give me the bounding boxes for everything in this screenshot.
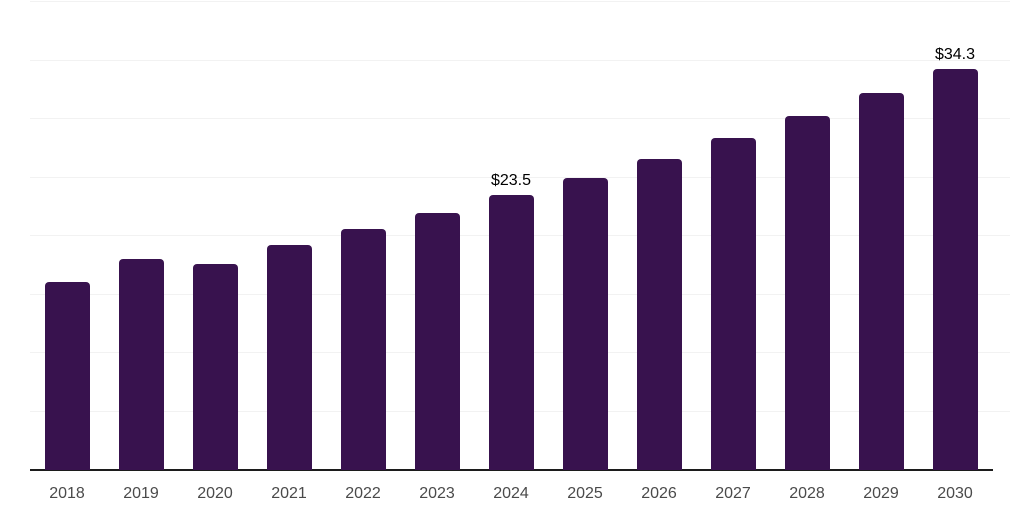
bar-2026 xyxy=(636,158,682,470)
x-tick-label-2029: 2029 xyxy=(863,485,899,502)
x-tick-label-2022: 2022 xyxy=(345,485,381,502)
x-tick-label-2018: 2018 xyxy=(49,485,85,502)
gridline xyxy=(30,59,1010,61)
data-label-2030: $34.3 xyxy=(934,45,976,63)
x-tick-label-2025: 2025 xyxy=(567,485,603,502)
bar-2019 xyxy=(118,259,164,470)
x-tick-label-2028: 2028 xyxy=(789,485,825,502)
x-tick-label-2030: 2030 xyxy=(937,485,973,502)
bar-2027 xyxy=(710,137,756,470)
x-tick-label-2026: 2026 xyxy=(641,485,677,502)
x-tick-label-2024: 2024 xyxy=(493,485,529,502)
bar-2018 xyxy=(44,281,90,470)
bar-2030 xyxy=(932,68,978,470)
data-label-2024: $23.5 xyxy=(490,172,532,190)
bar-2025 xyxy=(562,177,608,470)
bar-2029 xyxy=(858,93,904,470)
x-tick-label-2020: 2020 xyxy=(197,485,233,502)
x-tick-label-2019: 2019 xyxy=(123,485,159,502)
bar-2028 xyxy=(784,115,830,470)
plot-area: $23.5 $34.3 xyxy=(30,0,1010,471)
bar-2024 xyxy=(488,195,534,470)
x-tick-label-2023: 2023 xyxy=(419,485,455,502)
bar-2021 xyxy=(266,245,312,470)
bar-2023 xyxy=(414,212,460,470)
bar-2022 xyxy=(340,228,386,470)
gridline xyxy=(30,1,1010,2)
gridline xyxy=(30,118,1010,119)
x-axis-line xyxy=(30,469,993,471)
x-tick-label-2021: 2021 xyxy=(271,485,307,502)
gridline xyxy=(30,176,1010,178)
x-tick-label-2027: 2027 xyxy=(715,485,751,502)
bar-2020 xyxy=(192,264,238,470)
